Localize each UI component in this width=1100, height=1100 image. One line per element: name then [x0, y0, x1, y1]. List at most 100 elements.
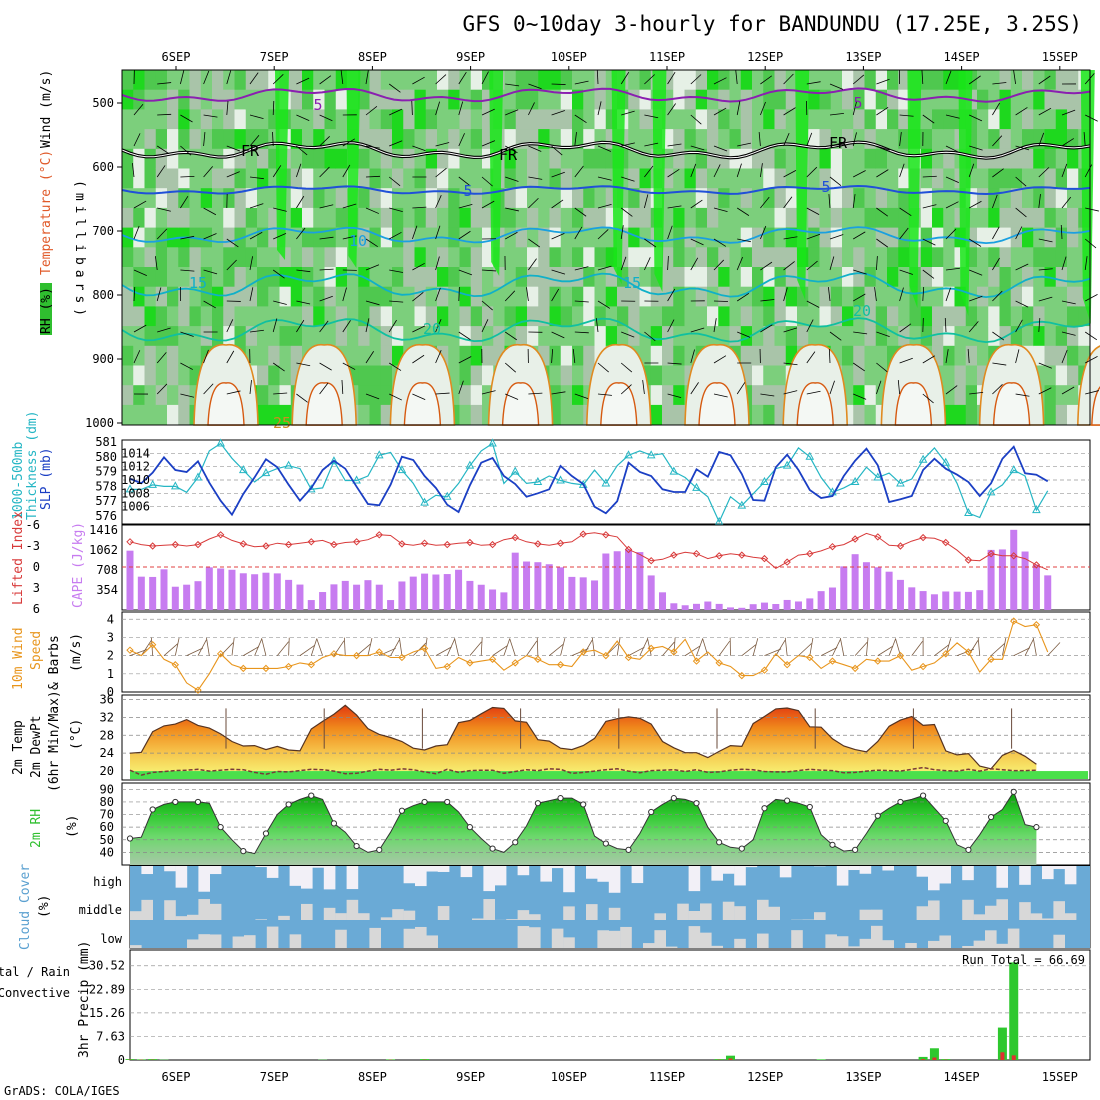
cape-bar — [942, 591, 950, 610]
wind-barb — [340, 70, 344, 85]
rh-cell — [324, 129, 337, 150]
cloud-block — [700, 932, 712, 948]
rh-cell — [628, 267, 640, 288]
cloud-block — [141, 866, 153, 875]
rh-cell — [549, 404, 562, 426]
rh-cell — [853, 365, 865, 386]
wind-barb — [922, 287, 925, 302]
cape-bar — [704, 601, 712, 610]
rh-cell — [965, 286, 978, 307]
wind-barb — [968, 163, 975, 178]
rh-cell — [459, 227, 472, 248]
lifted-index-marker — [942, 538, 950, 547]
wind-barb — [365, 264, 380, 271]
wind-barb — [644, 257, 651, 271]
rh-cell — [560, 89, 573, 110]
rh-cell — [257, 286, 269, 307]
rh-cell — [1055, 89, 1068, 110]
wind-barb — [226, 350, 235, 364]
rh-cell — [752, 148, 764, 169]
rh-cell — [313, 207, 325, 229]
rh-cell — [673, 148, 685, 169]
rh-cell — [594, 168, 607, 189]
surface-wind-barb — [877, 645, 894, 656]
wind-barb — [203, 166, 213, 178]
rh-cell — [572, 267, 584, 288]
cloud-block — [346, 899, 359, 920]
date-label-bottom: 10SEP — [551, 1070, 587, 1084]
rh-cell — [752, 286, 764, 307]
rh-marker — [217, 824, 224, 831]
rh-cell — [819, 326, 832, 347]
cloud-block — [928, 866, 940, 891]
rh-cell — [380, 148, 393, 169]
wind-barb — [365, 175, 381, 178]
rh-cell — [414, 188, 427, 209]
wind-barb — [760, 225, 767, 240]
date-label-top: 12SEP — [747, 50, 783, 64]
convective-rh-column — [1080, 70, 1095, 324]
rh-cell — [324, 306, 337, 327]
cloud-block — [415, 926, 427, 948]
rh-cell — [459, 129, 472, 150]
rh-cell — [470, 207, 483, 229]
rh-cell — [1067, 326, 1079, 347]
rh-cell — [212, 247, 224, 268]
rh-cell — [144, 227, 157, 248]
surface-wind-barb — [390, 639, 400, 656]
precip-total-bar — [420, 1059, 430, 1060]
temp-tick-label: 20 — [100, 764, 114, 778]
wind-barb — [945, 201, 959, 209]
rh-cell — [448, 267, 460, 288]
temp-tick-label: 32 — [100, 710, 114, 724]
rh-cell — [965, 365, 978, 386]
rh-cell — [1033, 306, 1045, 327]
rh-cell — [1010, 267, 1023, 288]
rh-cell — [155, 70, 168, 91]
hot-boundary-bubble — [1091, 386, 1100, 426]
rh-cell — [279, 247, 292, 268]
wind-barb — [667, 205, 682, 209]
rh-cell — [392, 306, 404, 327]
precip-total-bar — [1009, 962, 1019, 1060]
rh-cell — [718, 207, 730, 229]
rh-cell — [133, 286, 145, 307]
rh-cell — [718, 148, 730, 169]
cape-bar — [296, 584, 304, 610]
rh-cell — [662, 365, 674, 386]
rh-cell — [752, 247, 764, 268]
rh-cell — [943, 89, 955, 110]
wind-barb — [551, 391, 566, 395]
rh-cell — [819, 286, 832, 307]
rh-cell — [808, 70, 820, 91]
surface-wind-barb — [784, 637, 788, 656]
rh-cell — [178, 109, 190, 130]
grads-credit: GrADS: COLA/IGES — [4, 1084, 120, 1098]
rh-cell — [133, 148, 145, 169]
wind-barb — [342, 203, 357, 209]
rh-cell — [178, 168, 190, 189]
cape-bar — [806, 598, 814, 610]
wind-barb — [1015, 319, 1023, 333]
wind-barb — [481, 71, 489, 85]
rh-cell — [1022, 326, 1034, 347]
wind-barb — [412, 325, 426, 333]
cloud-block — [232, 936, 245, 948]
rh-cell — [605, 89, 618, 110]
wind-barb — [713, 145, 728, 152]
wind-barb — [760, 163, 763, 178]
rh-cell — [268, 404, 280, 426]
wind-barb — [783, 287, 788, 302]
wind-tick-label: 2 — [107, 649, 114, 663]
cloud-block — [848, 866, 860, 871]
surface-wind-barb — [399, 637, 403, 656]
rh-cell — [223, 148, 235, 169]
rh-cell — [144, 188, 157, 209]
rh-cell — [898, 70, 910, 91]
wind10m-frame — [121, 611, 1091, 693]
cape-bar — [681, 605, 689, 610]
cape-bar — [998, 549, 1006, 610]
rh-cell — [290, 345, 303, 366]
rh-cell — [943, 345, 955, 366]
rh-cell — [639, 109, 652, 130]
